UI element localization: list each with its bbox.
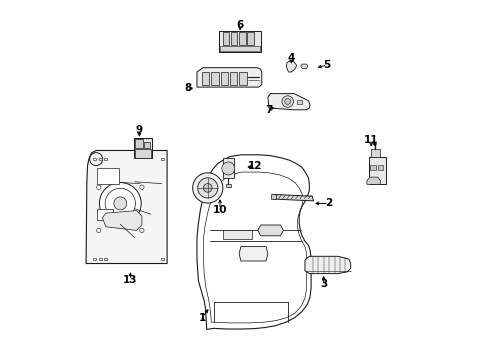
Bar <box>99 158 102 160</box>
Circle shape <box>105 188 135 219</box>
Circle shape <box>282 96 293 107</box>
Bar <box>93 258 96 260</box>
Bar <box>134 139 142 148</box>
Circle shape <box>192 173 223 203</box>
Bar <box>97 209 113 220</box>
Circle shape <box>96 228 101 233</box>
Bar <box>133 138 151 158</box>
Text: 11: 11 <box>363 135 378 145</box>
Bar <box>369 165 375 170</box>
Bar <box>225 184 230 187</box>
Polygon shape <box>197 68 261 87</box>
Circle shape <box>222 162 234 175</box>
Text: 12: 12 <box>247 161 261 171</box>
Circle shape <box>373 143 375 145</box>
Bar <box>219 31 260 52</box>
Bar <box>370 149 380 157</box>
Polygon shape <box>285 60 296 72</box>
Text: 1: 1 <box>198 312 205 323</box>
Bar <box>134 149 150 158</box>
Bar <box>368 157 385 184</box>
Circle shape <box>284 99 290 104</box>
Bar <box>161 258 163 260</box>
Polygon shape <box>257 225 283 236</box>
Bar <box>239 72 246 85</box>
Bar <box>211 72 218 85</box>
Text: 10: 10 <box>212 204 227 215</box>
Text: 7: 7 <box>264 105 272 115</box>
Bar <box>97 168 119 184</box>
Bar <box>230 32 237 45</box>
Text: 4: 4 <box>287 53 294 63</box>
Polygon shape <box>197 155 310 329</box>
Text: 5: 5 <box>323 60 330 70</box>
Text: 6: 6 <box>236 20 244 30</box>
Bar <box>220 72 227 85</box>
Polygon shape <box>102 211 142 230</box>
Polygon shape <box>86 150 167 264</box>
Text: 13: 13 <box>123 275 137 285</box>
Text: 2: 2 <box>325 198 332 208</box>
Bar <box>104 158 107 160</box>
Bar <box>230 72 237 85</box>
Circle shape <box>114 197 126 210</box>
Circle shape <box>140 185 144 189</box>
Polygon shape <box>305 256 350 274</box>
Circle shape <box>96 185 101 189</box>
Bar <box>93 158 96 160</box>
Bar <box>223 158 233 178</box>
Bar <box>377 165 382 170</box>
Bar <box>220 46 259 51</box>
Polygon shape <box>300 64 307 68</box>
Circle shape <box>140 228 144 233</box>
Bar <box>270 194 276 199</box>
Bar <box>296 100 302 104</box>
Circle shape <box>197 178 218 198</box>
Bar <box>223 230 251 239</box>
Circle shape <box>203 184 212 192</box>
Bar <box>104 258 107 260</box>
Circle shape <box>99 183 141 224</box>
Bar <box>239 32 245 45</box>
Polygon shape <box>239 247 267 261</box>
Text: 8: 8 <box>184 83 192 93</box>
Polygon shape <box>366 177 380 184</box>
Circle shape <box>89 153 102 166</box>
Polygon shape <box>272 194 313 201</box>
Polygon shape <box>267 94 309 110</box>
Bar <box>99 258 102 260</box>
Bar <box>223 32 229 45</box>
Text: 3: 3 <box>320 279 326 289</box>
Text: 9: 9 <box>136 125 142 135</box>
Bar <box>161 158 163 160</box>
Bar <box>202 72 209 85</box>
Bar <box>247 32 253 45</box>
Bar <box>143 142 150 148</box>
